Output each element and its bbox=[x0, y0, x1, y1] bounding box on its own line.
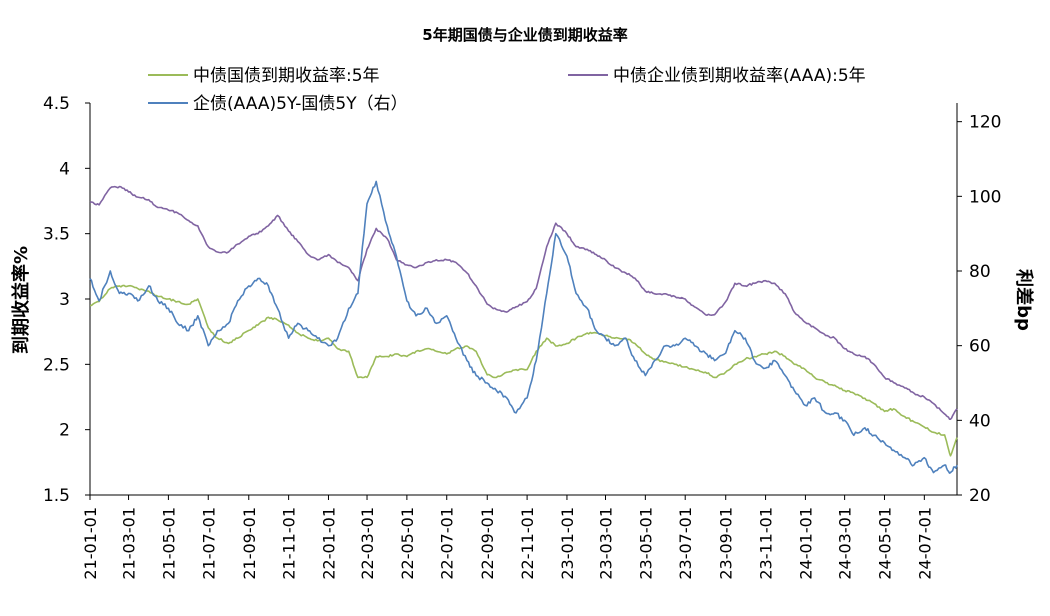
y-right-tick-label: 80 bbox=[969, 262, 991, 282]
chart-title: 5年期国债与企业债到期收益率 bbox=[422, 26, 627, 44]
series-line-3 bbox=[89, 180, 958, 474]
y-left-tick-label: 3.5 bbox=[43, 225, 70, 245]
y-right-tick-label: 40 bbox=[969, 411, 991, 431]
series-line-1 bbox=[89, 284, 958, 457]
x-tick-label: 21-11-01 bbox=[280, 507, 299, 580]
axes: 1.5 2 2.5 3 3.5 4 4.5 20 40 60 80 100 120 21-01-01 21-… bbox=[43, 94, 1002, 580]
x-tick-label: 23-07-01 bbox=[676, 507, 695, 580]
x-tick-label: 24-03-01 bbox=[836, 507, 855, 580]
series-lines bbox=[89, 180, 958, 474]
y-right-tick-label: 120 bbox=[969, 113, 1001, 133]
x-tick-label: 24-01-01 bbox=[796, 507, 815, 580]
x-tick-label: 21-05-01 bbox=[159, 507, 178, 580]
x-tick-label: 22-01-01 bbox=[319, 507, 338, 580]
x-tick-label: 21-07-01 bbox=[199, 507, 218, 580]
x-tick-label: 22-03-01 bbox=[358, 507, 377, 580]
y-left-tick-label: 2 bbox=[59, 421, 70, 441]
x-tick-label: 23-09-01 bbox=[717, 507, 736, 580]
x-tick-label: 24-07-01 bbox=[915, 507, 934, 580]
y-left-tick-label: 4.5 bbox=[43, 94, 70, 114]
x-tick-label: 23-05-01 bbox=[636, 507, 655, 580]
y-right-tick-label: 20 bbox=[969, 486, 991, 506]
x-tick-label: 23-01-01 bbox=[558, 507, 577, 580]
x-tick-label: 22-05-01 bbox=[398, 507, 417, 580]
y-left-tick-label: 3 bbox=[59, 290, 70, 310]
x-tick-label: 22-07-01 bbox=[438, 507, 457, 580]
series-line-2 bbox=[89, 185, 958, 420]
x-tick-label: 23-03-01 bbox=[596, 507, 615, 580]
y-right-tick-label: 60 bbox=[969, 337, 991, 357]
y-left-tick-label: 2.5 bbox=[43, 355, 70, 375]
legend-label-1: 中债国债到期收益率:5年 bbox=[193, 66, 380, 86]
x-tick-label: 21-03-01 bbox=[120, 507, 139, 580]
x-tick-label: 24-05-01 bbox=[875, 507, 894, 580]
legend-label-2: 中债企业债到期收益率(AAA):5年 bbox=[613, 66, 866, 86]
x-tick-label: 23-11-01 bbox=[757, 507, 776, 580]
legend: 中债国债到期收益率:5年 中债企业债到期收益率(AAA):5年企债(AAA)5Y-… bbox=[148, 66, 866, 114]
x-tick-label: 22-11-01 bbox=[518, 507, 537, 580]
y-left-tick-label: 4 bbox=[59, 159, 70, 179]
x-tick-label: 22-09-01 bbox=[478, 507, 497, 580]
y-axis-right-label: 利差bp bbox=[1013, 269, 1035, 331]
x-tick-label: 21-09-01 bbox=[240, 507, 259, 580]
x-tick-label: 21-01-01 bbox=[81, 507, 100, 580]
legend-label-3: 企债(AAA)5Y-国债5Y（右） bbox=[193, 94, 408, 114]
y-left-tick-label: 1.5 bbox=[43, 486, 70, 506]
y-axis-left-label: 到期收益率% bbox=[10, 246, 32, 354]
y-right-tick-label: 100 bbox=[969, 187, 1001, 207]
